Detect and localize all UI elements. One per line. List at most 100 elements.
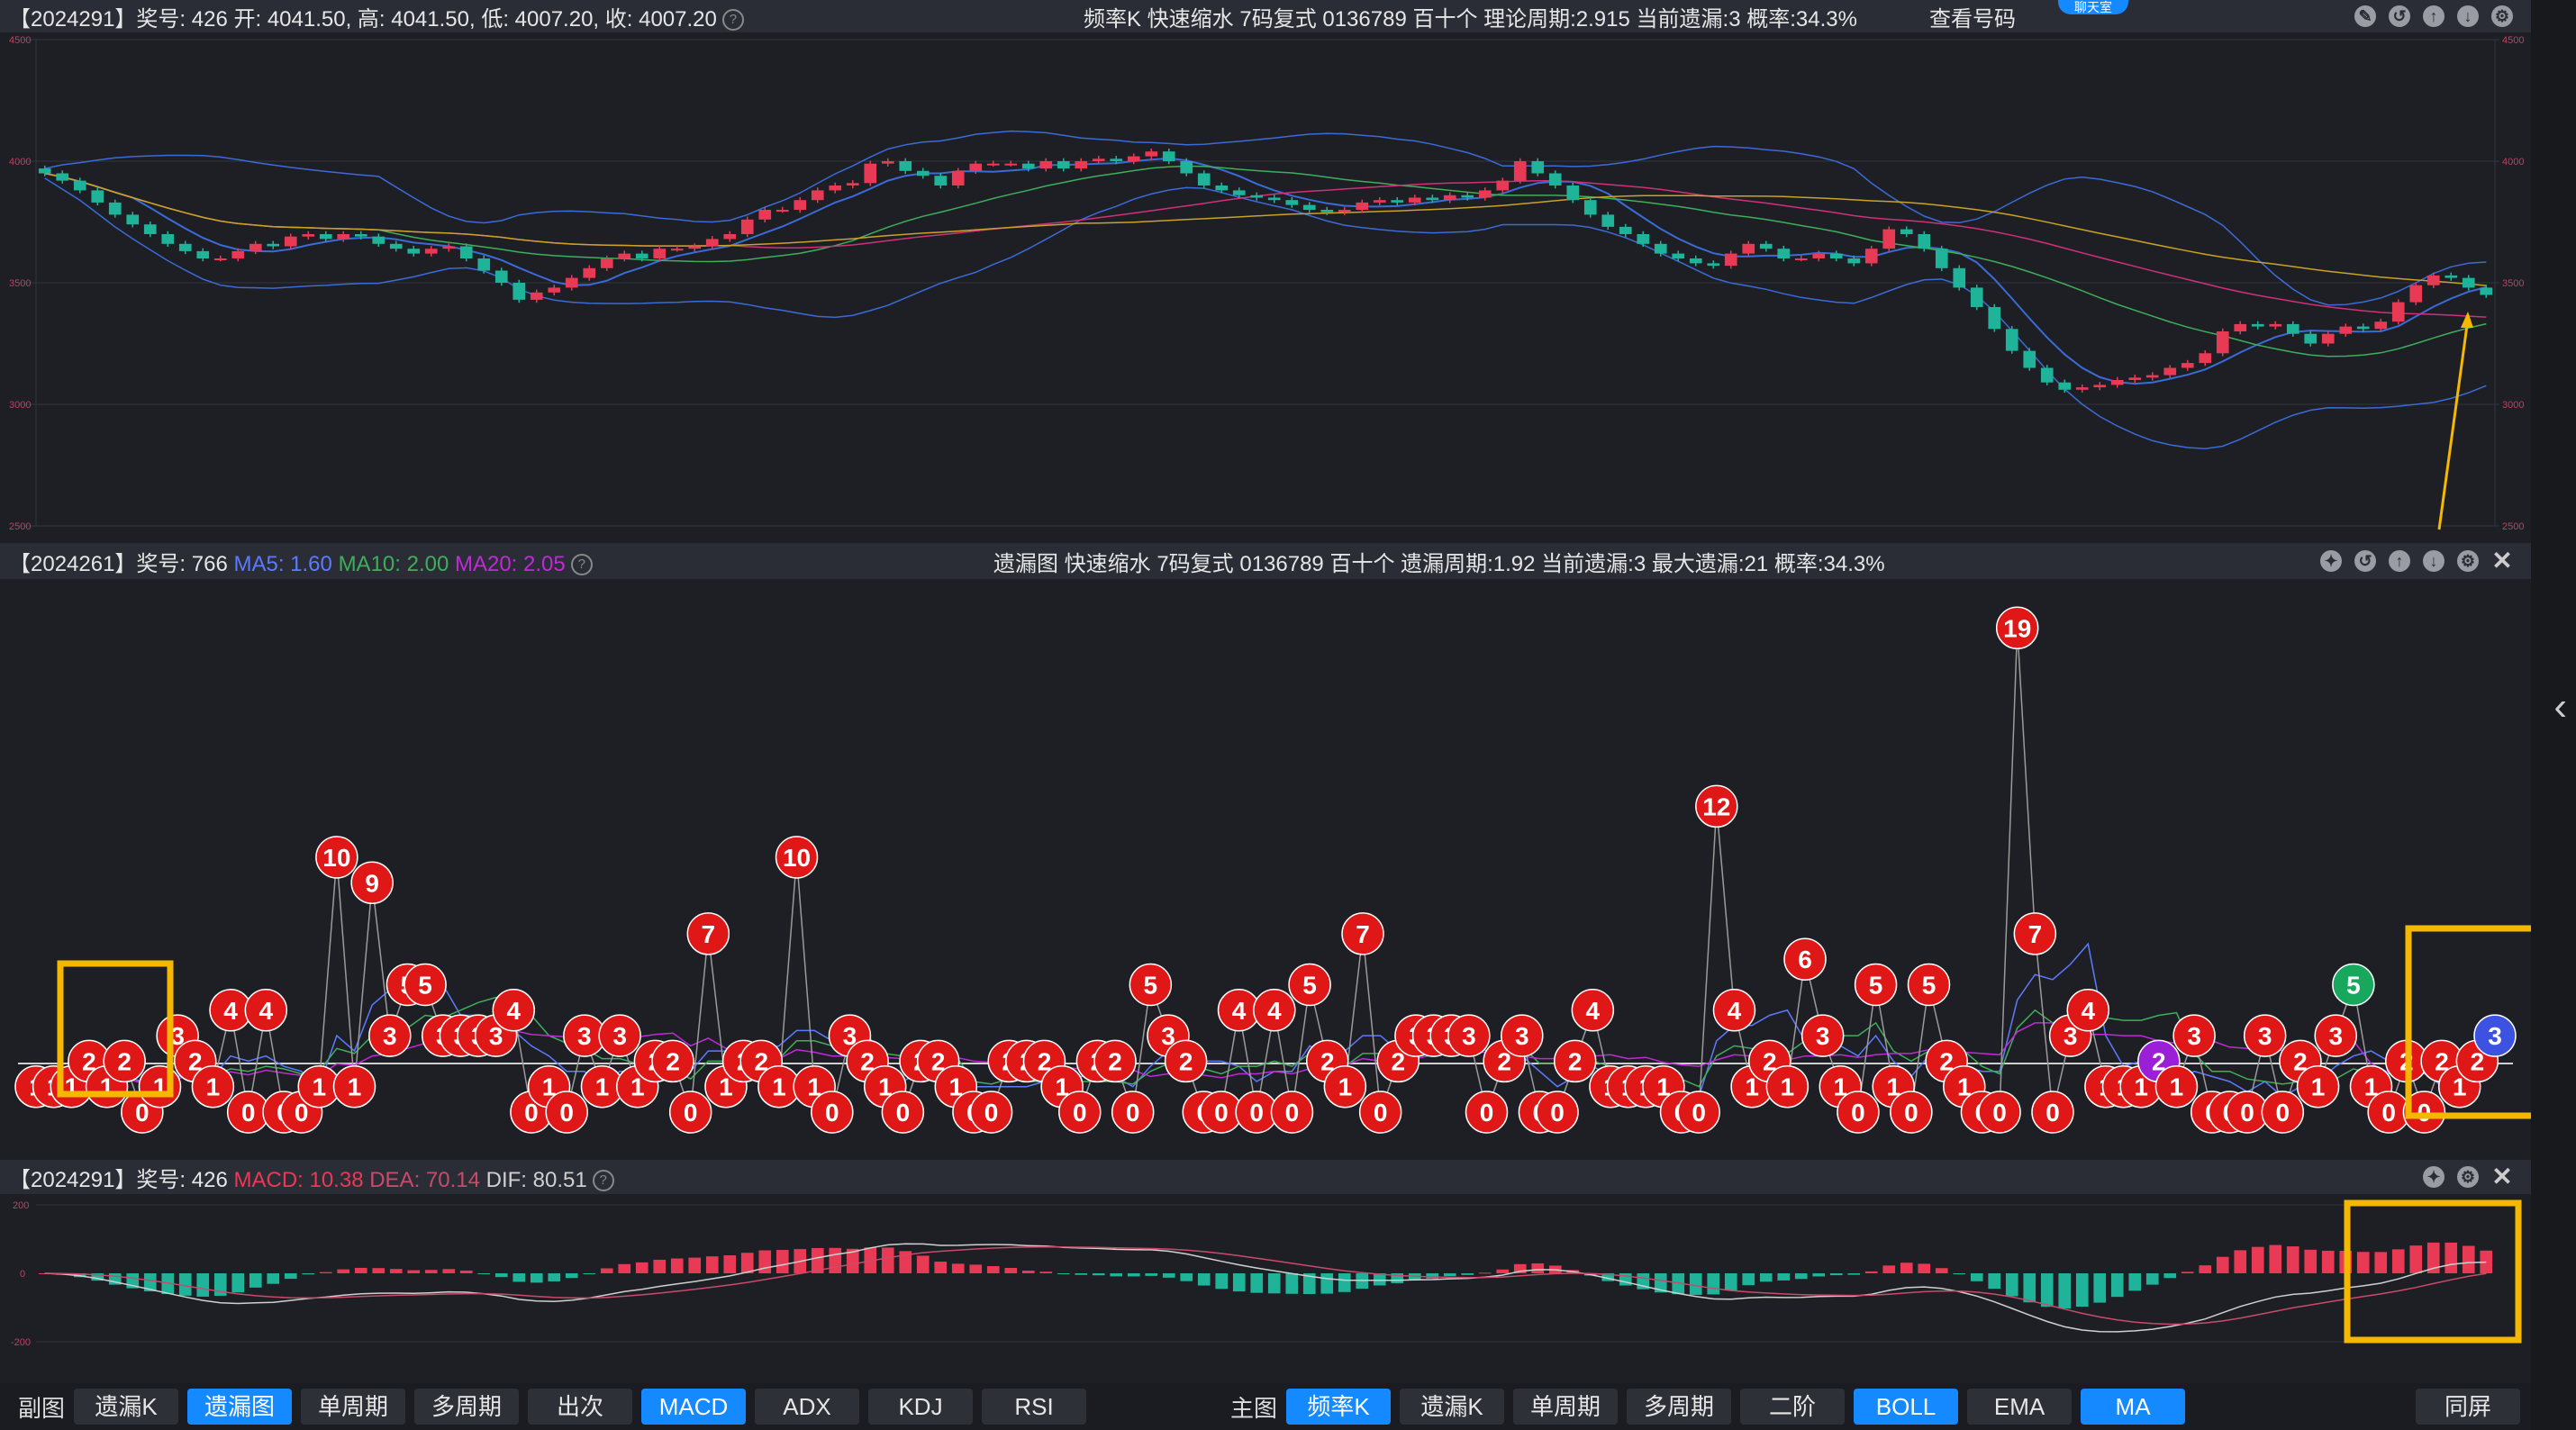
miss-point-dot <box>969 1091 1013 1134</box>
main-chart-button[interactable]: 多周期 <box>1627 1389 1732 1425</box>
candle-body <box>776 210 789 212</box>
macd-bar <box>1267 1273 1281 1294</box>
sub-chart-button[interactable]: KDJ <box>868 1389 974 1425</box>
miss-point-label: 2 <box>1939 1047 1954 1075</box>
edit-icon[interactable]: ✎ <box>2354 5 2376 27</box>
miss-point-label: 0 <box>825 1099 839 1127</box>
candle-body <box>1496 180 1510 191</box>
undo-icon[interactable]: ↺ <box>2389 5 2410 27</box>
chatroom-button[interactable]: 聊天室 <box>2058 0 2128 14</box>
macd-bar <box>178 1273 192 1296</box>
main-chart-button[interactable]: MA <box>2081 1389 2186 1425</box>
macd-bar <box>1601 1273 1615 1281</box>
arrow-down-icon[interactable]: ↓ <box>2423 550 2444 572</box>
macd-bar <box>302 1273 315 1275</box>
macd-bar <box>2093 1273 2107 1303</box>
candle-body <box>1320 210 1334 213</box>
main-chart-button[interactable]: BOLL <box>1854 1389 1959 1425</box>
macd-bar <box>1145 1273 1158 1276</box>
macd-bar <box>1531 1263 1545 1273</box>
miss-point-label: 5 <box>2346 972 2361 1000</box>
arrow-up-icon[interactable]: ↑ <box>2423 5 2444 27</box>
candle-body <box>723 234 737 240</box>
macd-bar <box>705 1256 719 1273</box>
candle-body <box>56 173 69 181</box>
candle-body <box>899 161 912 171</box>
macd-bar <box>459 1270 473 1273</box>
candle-body <box>459 246 473 258</box>
macd-bar <box>1197 1273 1211 1286</box>
macd-bar <box>2199 1265 2212 1273</box>
miss-point-label: 0 <box>684 1099 698 1127</box>
sub-chart-button[interactable]: RSI <box>982 1389 1087 1425</box>
miss-point-dot <box>1783 937 1827 981</box>
sub-chart-button[interactable]: 遗漏K <box>74 1389 179 1425</box>
gear-icon[interactable]: ⚙ <box>2457 1166 2479 1188</box>
sub-chart-button[interactable]: MACD <box>641 1389 747 1425</box>
miss-point-dot <box>1837 1091 1880 1134</box>
miss-point-dot <box>1536 1091 1579 1134</box>
main-panel-summary: 频率K 快速缩水 7码复式 0136789 百十个 理论周期:2.915 当前遗… <box>1084 6 1857 32</box>
main-chart-button[interactable]: EMA <box>1967 1389 2073 1425</box>
sub-chart-button[interactable]: 出次 <box>528 1389 633 1425</box>
macd-bar <box>389 1269 403 1273</box>
candle-body <box>1864 249 1878 264</box>
macd-bar <box>2304 1249 2317 1273</box>
pin-icon[interactable]: ✦ <box>2320 550 2342 572</box>
miss-point-label: 5 <box>1144 972 1158 1000</box>
close-icon[interactable]: ✕ <box>2491 1163 2513 1190</box>
miss-point-label: 2 <box>2471 1047 2485 1075</box>
miss-point-label: 12 <box>1702 792 1730 820</box>
undo-icon[interactable]: ↺ <box>2354 550 2376 572</box>
miss-point: 1 <box>297 1064 340 1109</box>
sub-chart-button[interactable]: 多周期 <box>414 1389 520 1425</box>
arrow-down-icon[interactable]: ↓ <box>2457 5 2479 27</box>
ma-green-line <box>44 165 2487 358</box>
macd-bar <box>1373 1273 1386 1286</box>
miss-point-label: 0 <box>984 1099 999 1127</box>
main-chart-button[interactable]: 频率K <box>1286 1389 1392 1425</box>
macd-bar <box>1935 1268 1948 1273</box>
main-chart-button[interactable]: 遗漏K <box>1400 1389 1505 1425</box>
pin-icon[interactable]: ✦ <box>2423 1166 2444 1188</box>
miss-point-label: 2 <box>82 1047 96 1075</box>
miss-point-label: 3 <box>170 1022 185 1050</box>
macd-panel-info: 【2024291】奖号: 426 MACD: 10.38 DEA: 70.14 … <box>9 1162 614 1193</box>
candle-body <box>1988 307 2001 330</box>
chevron-left-icon[interactable]: ‹ <box>2553 684 2567 729</box>
help-icon[interactable]: ? <box>592 1170 614 1192</box>
help-icon[interactable]: ? <box>570 554 593 576</box>
macd-bar <box>2391 1249 2405 1273</box>
sub-chart-button[interactable]: 单周期 <box>301 1389 406 1425</box>
candle-body <box>2269 323 2282 327</box>
macd-bar <box>2145 1273 2159 1285</box>
sub-chart-button[interactable]: 遗漏图 <box>187 1389 293 1425</box>
close-icon[interactable]: ✕ <box>2491 547 2513 575</box>
main-chart-button[interactable]: 二阶 <box>1740 1389 1846 1425</box>
candle-body <box>1583 200 1597 215</box>
macd-bar <box>1777 1273 1791 1281</box>
gear-icon[interactable]: ⚙ <box>2491 5 2513 27</box>
candle-body <box>618 253 631 258</box>
miss-point-label: 0 <box>2240 1099 2254 1127</box>
miss-point: 10 <box>775 836 819 879</box>
miss-point: 0 <box>2226 1091 2269 1134</box>
macd-bar <box>1461 1273 1474 1275</box>
candle-body <box>1461 195 1474 198</box>
main-chart-button[interactable]: 单周期 <box>1513 1389 1619 1425</box>
miss-point: 2 <box>1093 1039 1137 1083</box>
miss-point-dot <box>2172 1014 2216 1057</box>
candle-body <box>864 163 877 184</box>
candle-body <box>1935 249 1948 268</box>
gear-icon[interactable]: ⚙ <box>2457 550 2479 572</box>
view-numbers-link[interactable]: 查看号码 <box>1929 6 2016 32</box>
macd-bar <box>740 1253 754 1273</box>
sub-chart-button[interactable]: ADX <box>755 1389 860 1425</box>
help-icon[interactable]: ? <box>721 9 744 32</box>
miss-point-label: 1 <box>348 1073 362 1101</box>
boll-lower-line <box>44 177 2487 450</box>
candle-body <box>934 176 948 186</box>
same-screen-button[interactable]: 同屏 <box>2416 1389 2520 1425</box>
macd-bar <box>1812 1273 1826 1277</box>
arrow-up-icon[interactable]: ↑ <box>2389 550 2410 572</box>
